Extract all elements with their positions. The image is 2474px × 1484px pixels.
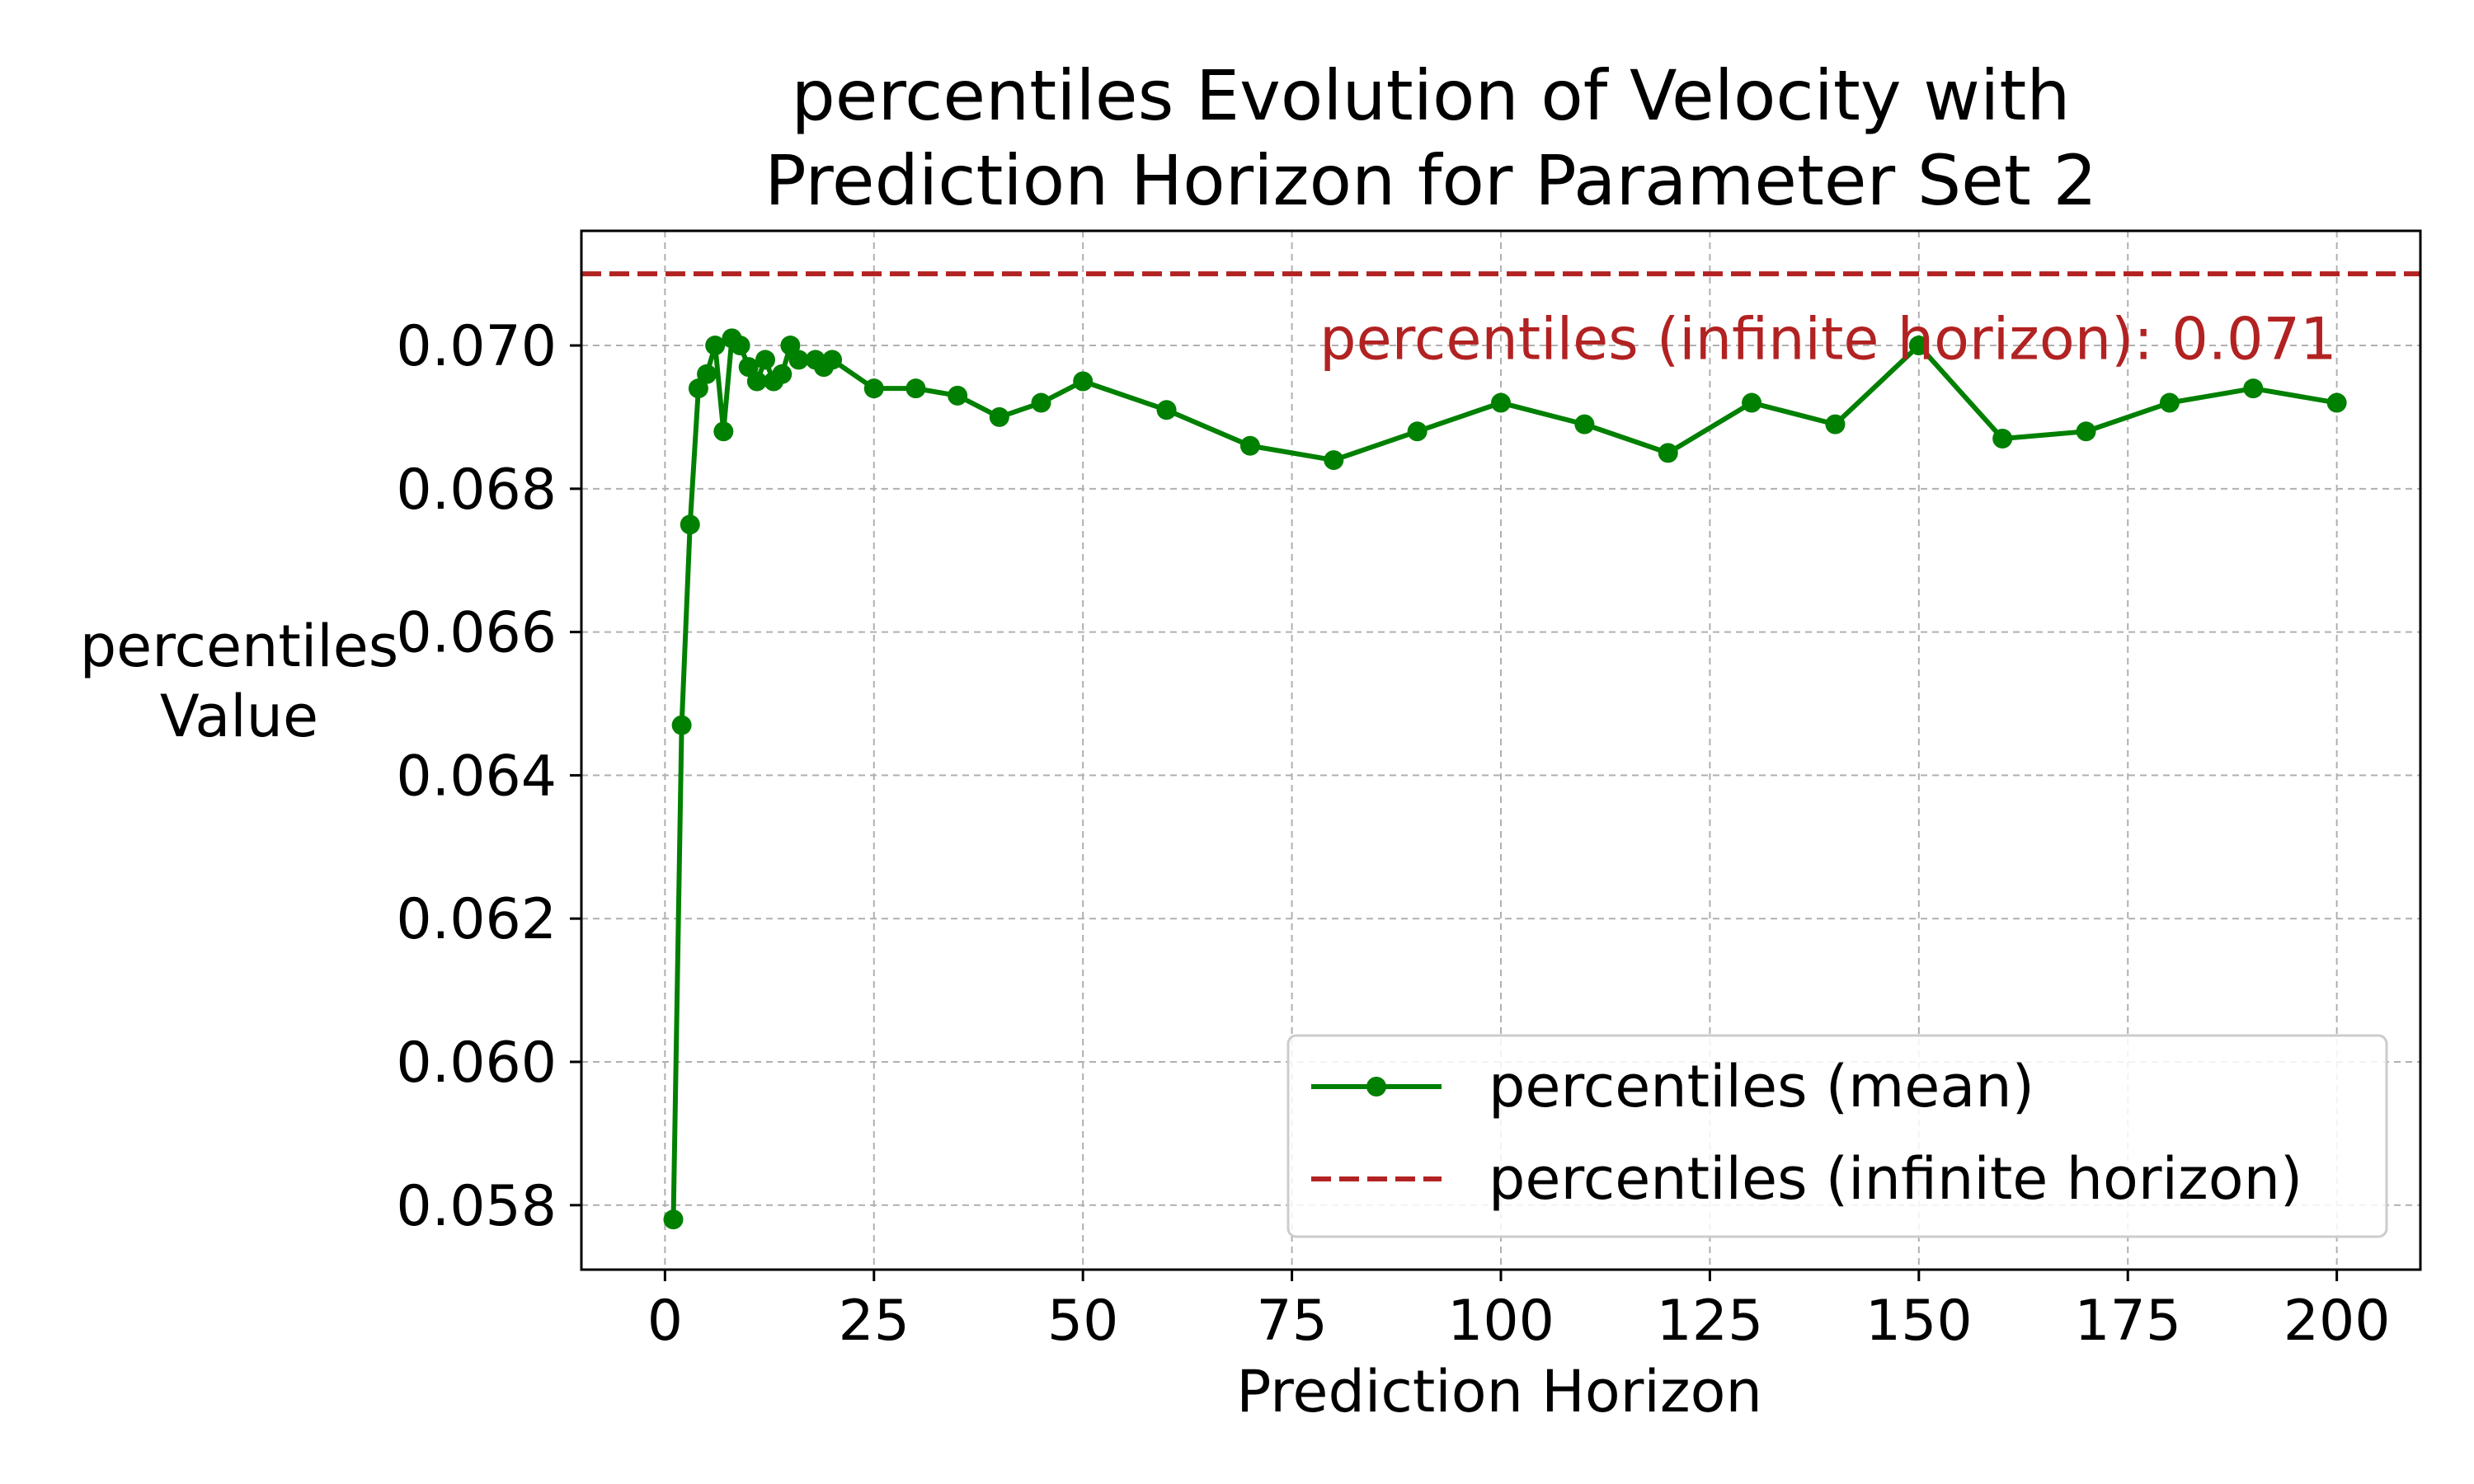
series-layer	[663, 328, 2347, 1230]
y-tick-label: 0.066	[396, 601, 557, 666]
x-tick-label: 100	[1447, 1289, 1554, 1354]
mean-series-point	[2076, 421, 2096, 442]
y-axis-label-line-2: Value	[160, 683, 318, 750]
x-tick-label: 200	[2284, 1289, 2391, 1354]
mean-series-point	[1992, 429, 2013, 448]
mean-series-point	[948, 385, 968, 406]
mean-series-point	[1324, 450, 1344, 471]
y-tick-label: 0.058	[396, 1174, 557, 1239]
x-tick-label: 175	[2074, 1289, 2181, 1354]
legend-label-mean: percentiles (mean)	[1489, 1053, 2034, 1120]
mean-series-point	[730, 336, 750, 356]
y-axis-ticks: 0.058 0.060 0.062 0.064 0.066 0.068 0.070	[396, 314, 581, 1239]
x-tick-label: 150	[1865, 1289, 1973, 1354]
mean-series-point	[1825, 414, 1846, 434]
mean-series-point	[1574, 414, 1595, 434]
mean-series-point	[746, 371, 767, 392]
x-axis-ticks: 0 25 50 75 100 125 150 175 200	[647, 1270, 2391, 1354]
x-axis-label: Prediction Horizon	[1236, 1358, 1762, 1425]
mean-series-point	[697, 364, 717, 384]
mean-series-point	[755, 350, 775, 370]
y-tick-label: 0.070	[396, 314, 557, 379]
mean-series-point	[1073, 371, 1094, 392]
mean-series-point	[2159, 392, 2180, 413]
y-tick-label: 0.064	[396, 744, 557, 809]
annotation-layer: percentiles (infinite horizon): 0.071	[1319, 305, 2336, 373]
mean-series-point	[905, 378, 926, 399]
legend-marker-mean	[1366, 1077, 1386, 1097]
mean-series-point	[788, 350, 809, 370]
y-tick-label: 0.062	[396, 887, 557, 952]
mean-series-line	[670, 336, 2338, 1220]
x-tick-label: 125	[1657, 1289, 1764, 1354]
mean-series-point	[713, 421, 734, 442]
x-tick-label: 50	[1047, 1289, 1119, 1354]
mean-series-point	[989, 406, 1009, 427]
grid-lines	[581, 231, 2420, 1270]
mean-series-point	[2326, 392, 2347, 413]
mean-series-point	[2243, 378, 2264, 399]
y-axis-label-line-1: percentiles	[80, 613, 399, 680]
mean-series-point	[663, 1209, 684, 1230]
mean-series-point	[1491, 392, 1511, 413]
y-tick-label: 0.060	[396, 1031, 557, 1096]
mean-series-point	[1407, 421, 1427, 442]
mean-series-point	[705, 336, 726, 356]
mean-series-point	[780, 336, 801, 356]
mean-series-point	[1156, 400, 1177, 420]
mean-series-point	[738, 357, 759, 378]
chart-title-line-1: percentiles Evolution of Velocity with	[791, 55, 2070, 136]
mean-series-point	[680, 514, 700, 535]
chart-title-line-2: Prediction Horizon for Parameter Set 2	[764, 140, 2097, 221]
mean-series-point	[772, 364, 793, 384]
mean-series-point	[1239, 435, 1260, 456]
y-tick-label: 0.068	[396, 458, 557, 523]
mean-series-point	[1031, 392, 1051, 413]
legend: percentiles (mean) percentiles (infinite…	[1286, 1034, 2388, 1238]
mean-series-point	[1658, 443, 1678, 463]
legend-label-infinite-horizon: percentiles (infinite horizon)	[1489, 1145, 2302, 1213]
mean-series-point	[1742, 392, 1762, 413]
mean-series-point	[671, 715, 692, 735]
mean-series-point	[688, 378, 708, 399]
mean-series-point	[822, 350, 843, 370]
legend-box	[1286, 1034, 2388, 1238]
x-tick-label: 75	[1256, 1289, 1328, 1354]
mean-series-point	[1908, 336, 1929, 356]
x-tick-label: 25	[839, 1289, 910, 1354]
infinite-horizon-annotation: percentiles (infinite horizon): 0.071	[1319, 305, 2336, 373]
x-tick-label: 0	[647, 1289, 683, 1354]
mean-series-point	[863, 378, 884, 399]
